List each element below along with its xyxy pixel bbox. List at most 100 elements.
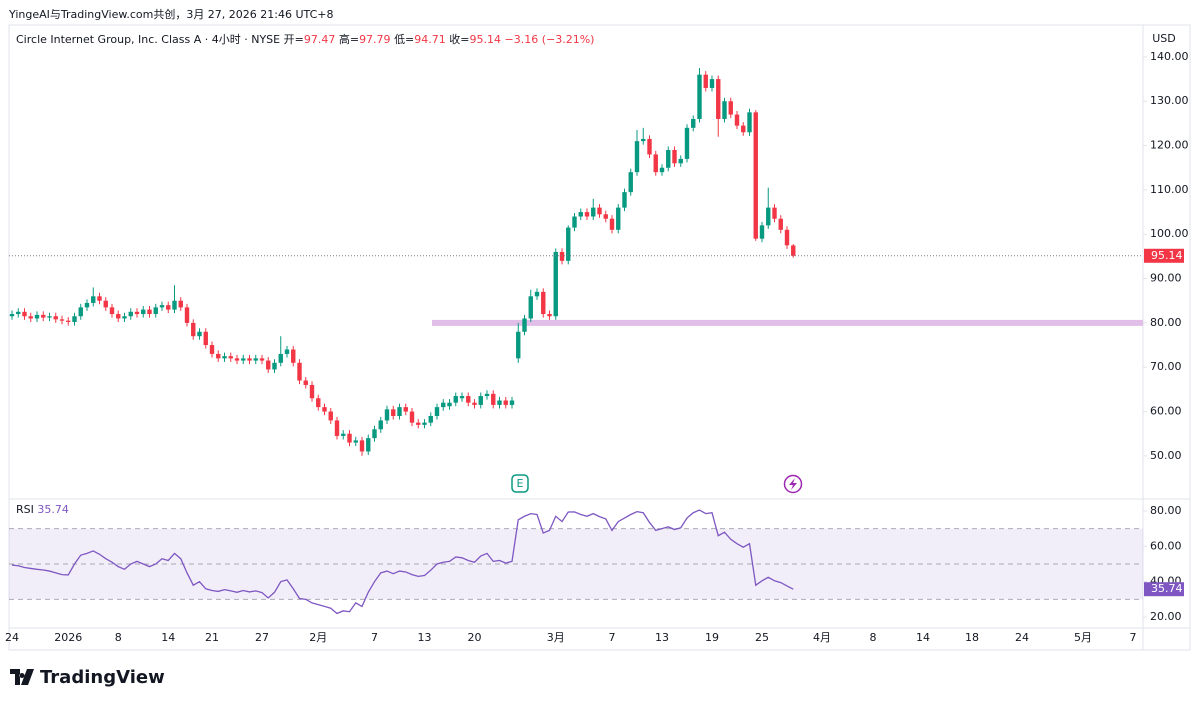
candle-body bbox=[103, 300, 108, 308]
y-tick-label: 70.00 bbox=[1150, 360, 1182, 373]
event-bolt[interactable] bbox=[789, 478, 797, 490]
candle bbox=[616, 204, 621, 234]
candle-body bbox=[191, 322, 196, 337]
candle-body bbox=[116, 314, 121, 319]
candle-body bbox=[741, 125, 746, 133]
y-tick-label: 80.00 bbox=[1150, 316, 1182, 329]
x-tick-label: 13 bbox=[418, 631, 432, 644]
candle bbox=[766, 187, 771, 229]
candle bbox=[241, 354, 246, 365]
candle bbox=[347, 430, 352, 447]
candle-body bbox=[678, 158, 683, 164]
candle-body bbox=[328, 411, 333, 421]
candle bbox=[72, 312, 77, 326]
x-tick-label: 2月 bbox=[309, 631, 327, 644]
candle-body bbox=[272, 362, 277, 370]
candle-body bbox=[72, 316, 77, 323]
candle-body bbox=[409, 411, 415, 423]
candle bbox=[253, 354, 258, 365]
candle bbox=[309, 381, 315, 402]
candle bbox=[666, 146, 671, 172]
candle-body bbox=[428, 415, 433, 423]
candle-body bbox=[603, 214, 608, 219]
candle-body bbox=[91, 296, 96, 303]
candle bbox=[578, 208, 583, 221]
candle bbox=[522, 314, 527, 336]
rsi-tick-label: 80.00 bbox=[1150, 504, 1182, 517]
candle-body bbox=[228, 356, 233, 359]
candle bbox=[791, 244, 796, 258]
candle bbox=[284, 345, 290, 358]
candle-body bbox=[209, 345, 215, 354]
candle-body bbox=[466, 396, 471, 403]
candle bbox=[734, 111, 740, 130]
legend-line: Circle Internet Group, Inc. Class A · 4小… bbox=[16, 31, 594, 47]
candle bbox=[178, 297, 183, 311]
rsi-name: RSI bbox=[16, 503, 34, 516]
candle-body bbox=[534, 291, 540, 297]
x-tick-label: 14 bbox=[161, 631, 175, 644]
candle bbox=[509, 396, 515, 409]
candle-body bbox=[434, 407, 440, 416]
candle-body bbox=[684, 127, 690, 159]
candle bbox=[16, 308, 21, 318]
x-tick-label: 13 bbox=[655, 631, 669, 644]
candle bbox=[609, 215, 615, 234]
earnings-icon[interactable]: E bbox=[511, 474, 529, 493]
candle-body bbox=[366, 438, 371, 452]
candle-body bbox=[747, 112, 752, 133]
candle-body bbox=[591, 207, 596, 217]
y-tick-label: 140.00 bbox=[1150, 50, 1189, 63]
candle-body bbox=[628, 172, 633, 193]
candle bbox=[753, 110, 758, 241]
x-tick-label: 8 bbox=[870, 631, 877, 644]
horizontal-line bbox=[432, 319, 1143, 326]
candle bbox=[503, 396, 508, 409]
earnings-badge[interactable] bbox=[511, 474, 529, 493]
candle bbox=[684, 124, 690, 163]
candle bbox=[441, 399, 446, 411]
candle bbox=[628, 168, 633, 196]
candle bbox=[541, 288, 546, 318]
ohlc-label: 收= bbox=[449, 33, 470, 46]
candle-body bbox=[353, 440, 358, 443]
candle bbox=[259, 354, 265, 365]
rsi-legend: RSI 35.74 bbox=[16, 503, 69, 516]
candle bbox=[84, 299, 90, 311]
candle-body bbox=[691, 118, 696, 128]
candle-body bbox=[53, 316, 58, 320]
event-icon[interactable] bbox=[783, 474, 803, 494]
candle-body bbox=[472, 402, 477, 405]
candle bbox=[778, 215, 783, 234]
ohlc-value: 97.47 bbox=[303, 33, 336, 46]
x-tick-label: 7 bbox=[1130, 631, 1137, 644]
candle-body bbox=[284, 349, 290, 354]
ohlc-label: 高= bbox=[338, 33, 360, 46]
candle-body bbox=[759, 225, 765, 239]
candle bbox=[516, 322, 521, 363]
candle-body bbox=[203, 331, 208, 346]
candle-body bbox=[403, 407, 408, 412]
x-tick-label: 14 bbox=[916, 631, 930, 644]
candle bbox=[622, 188, 627, 212]
x-tick-label: 8 bbox=[115, 631, 122, 644]
candle-body bbox=[503, 400, 508, 405]
candle-body bbox=[491, 393, 496, 405]
candle bbox=[497, 396, 502, 409]
candle-body bbox=[559, 251, 565, 261]
earnings-label[interactable]: E bbox=[517, 477, 524, 490]
candle bbox=[547, 310, 552, 320]
candle-body bbox=[334, 420, 340, 436]
candle-body bbox=[159, 305, 165, 308]
ohlc-value: 97.79 bbox=[359, 33, 391, 46]
candle bbox=[66, 317, 71, 326]
candle-body bbox=[609, 218, 615, 230]
candle-body bbox=[322, 407, 327, 412]
candle-body bbox=[153, 307, 158, 315]
candle bbox=[559, 248, 565, 265]
candle bbox=[9, 310, 15, 320]
candle-body bbox=[716, 79, 721, 119]
candle-body bbox=[278, 353, 283, 363]
y-tick-label: 120.00 bbox=[1150, 139, 1189, 152]
candle bbox=[103, 297, 108, 311]
